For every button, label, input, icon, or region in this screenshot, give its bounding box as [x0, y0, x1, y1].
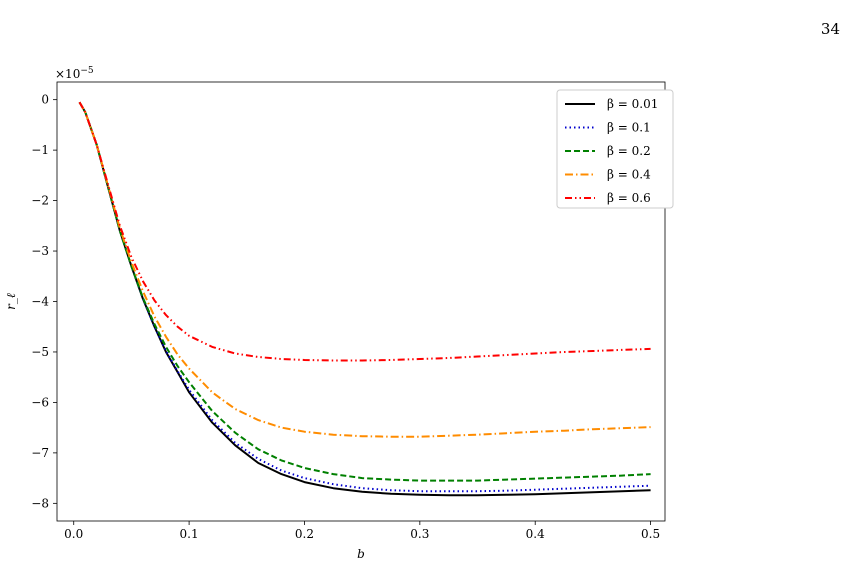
legend-label: β = 0.6 — [607, 191, 651, 205]
x-tick-label: 0.5 — [641, 527, 660, 541]
y-tick-label: −8 — [31, 496, 49, 510]
x-tick-label: 0.1 — [180, 527, 199, 541]
y-tick-label: −7 — [31, 446, 49, 460]
x-tick-label: 0.4 — [526, 527, 545, 541]
multiplier-base: ×10 — [55, 67, 80, 81]
legend-label: β = 0.4 — [607, 168, 651, 182]
x-tick-label: 0.3 — [410, 527, 429, 541]
y-axis-multiplier: ×10−5 — [55, 66, 94, 81]
series-line-4 — [78, 101, 651, 438]
y-tick-label: −1 — [31, 143, 49, 157]
page-number: 34 — [820, 20, 840, 38]
y-tick-label: −6 — [31, 395, 49, 409]
x-tick-label: 0.0 — [64, 527, 83, 541]
y-tick-label: −4 — [31, 295, 49, 309]
legend-label: β = 0.1 — [607, 121, 651, 135]
y-tick-label: 0 — [41, 93, 49, 107]
x-axis-label: b — [357, 547, 365, 561]
y-tick-label: −5 — [31, 345, 49, 359]
series-line-3 — [78, 101, 651, 482]
y-tick-label: −2 — [31, 194, 49, 208]
legend: β = 0.01 β = 0.1 β = 0.2 β = 0.4 β = 0.6 — [556, 89, 674, 209]
y-axis-label: r_ℓ — [4, 293, 18, 310]
plot-lines — [78, 101, 651, 497]
legend-box — [556, 89, 674, 209]
y-tick-label: −3 — [31, 244, 49, 258]
legend-label: β = 0.2 — [607, 144, 651, 158]
y-axis-ticks: 0 −1 −2 −3 −4 −5 −6 −7 −8 — [31, 93, 57, 510]
x-tick-label: 0.2 — [295, 527, 314, 541]
x-axis-ticks: 0.0 0.1 0.2 0.3 0.4 0.5 — [64, 521, 660, 541]
multiplier-exponent: −5 — [80, 66, 94, 76]
legend-label: β = 0.01 — [607, 97, 658, 111]
series-line-5 — [78, 101, 651, 362]
